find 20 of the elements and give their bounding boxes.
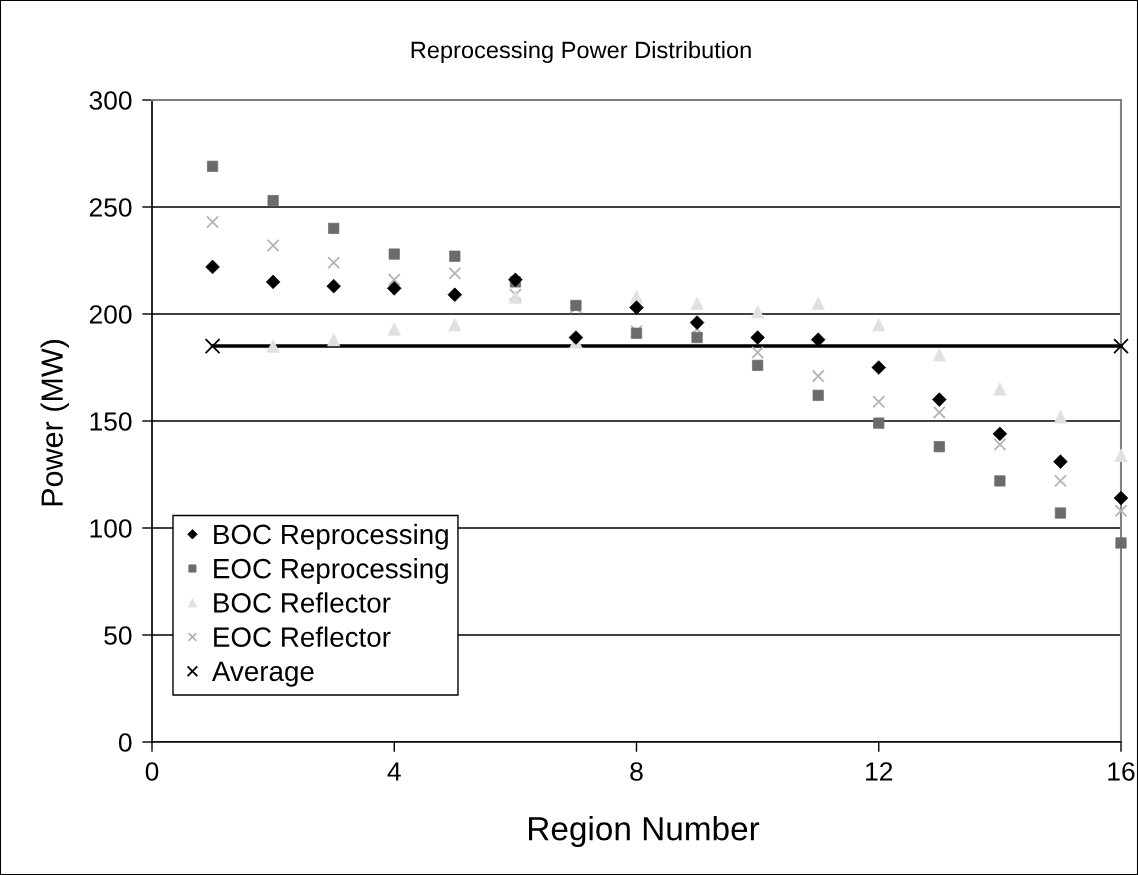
y-tick-label: 0 <box>118 733 132 752</box>
y-axis-title: Power (MW) <box>40 340 69 506</box>
y-tick-label: 50 <box>104 626 132 645</box>
x-tick-label: 0 <box>145 762 159 781</box>
y-tick-label: 250 <box>89 198 132 217</box>
chart-title: Reprocessing Power Distribution <box>411 41 751 63</box>
y-tick-label: 200 <box>89 305 132 324</box>
legend-label: BOC Reprocessing <box>214 523 448 550</box>
y-tick-label: 300 <box>89 91 132 110</box>
x-tick-label: 8 <box>630 762 643 781</box>
legend-label: BOC Reflector <box>214 592 391 613</box>
x-tick-label: 4 <box>387 762 401 781</box>
y-tick-label: 150 <box>90 412 132 431</box>
legend-label: EOC Reflector <box>214 626 391 647</box>
x-axis-title: Region Number <box>529 816 760 848</box>
x-tick-label: 16 <box>1108 762 1135 781</box>
y-tick-label: 100 <box>90 519 132 538</box>
legend-label: EOC Reprocessing <box>214 558 448 584</box>
x-tick-label: 12 <box>866 762 893 781</box>
legend-label: Average <box>211 661 314 687</box>
